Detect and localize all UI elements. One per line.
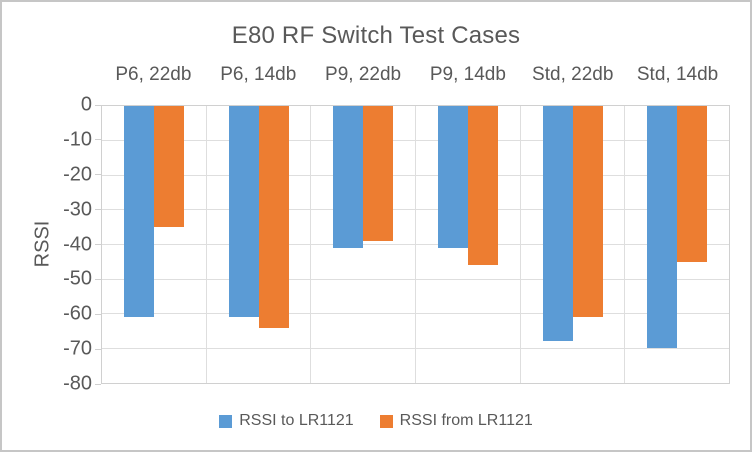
y-tick-mark xyxy=(95,313,101,315)
bar-rssi-to-lr1121-p6-22db xyxy=(123,106,154,318)
bar-rssi-from-lr1121-p6-14db xyxy=(258,106,289,328)
y-axis-tick-labels: 0 -10 -20 -30 -40 -50 -60 -70 -80 xyxy=(30,94,92,395)
bar-rssi-from-lr1121-p6-22db xyxy=(153,106,184,228)
bar-group-std-14db xyxy=(625,106,729,383)
y-tick-mark xyxy=(95,104,101,106)
y-tick-label: -10 xyxy=(63,128,92,151)
bar-rssi-to-lr1121-p9-22db xyxy=(333,106,364,248)
category-label-std-22db: Std, 22db xyxy=(532,64,614,85)
y-tick-label: -50 xyxy=(63,267,92,290)
legend-swatch-icon xyxy=(219,414,233,428)
y-tick-label: 0 xyxy=(80,93,92,116)
bar-rssi-from-lr1121-p9-22db xyxy=(363,106,394,242)
category-axis: P6, 22db P6, 14db P9, 22db P9, 14db Std, 22d… xyxy=(101,64,730,86)
legend-label: RSSI to LR1121 xyxy=(239,412,354,429)
legend-label: RSSI from LR1121 xyxy=(399,412,533,429)
bar-group-p6-14db xyxy=(207,106,312,383)
category-label-p6-22db: P6, 22db xyxy=(115,64,192,85)
bar-rssi-to-lr1121-p9-14db xyxy=(437,106,468,248)
bar-rssi-to-lr1121-std-22db xyxy=(542,106,573,342)
y-tick-label: -70 xyxy=(63,337,92,360)
y-tick-label: -20 xyxy=(63,163,92,186)
legend-item-rssi-to-lr1121: RSSI to LR1121 xyxy=(219,412,354,430)
y-tick-mark xyxy=(95,244,101,245)
y-tick-mark xyxy=(95,383,101,385)
bar-groups xyxy=(102,106,729,383)
bar-group-std-22db xyxy=(521,106,626,383)
y-tick-mark xyxy=(95,139,101,141)
category-label-std-14db: Std, 14db xyxy=(636,64,719,85)
y-tick-mark xyxy=(95,348,101,350)
legend-item-rssi-from-lr1121: RSSI from LR1121 xyxy=(379,412,533,430)
category-label-p6-14db: P6, 14db xyxy=(220,64,297,85)
legend: RSSI to LR1121 RSSI from LR1121 xyxy=(2,412,750,430)
y-tick-mark xyxy=(95,174,101,176)
legend-swatch-icon xyxy=(379,414,393,428)
y-axis-tick-marks xyxy=(95,104,101,385)
bar-group-p6-22db xyxy=(102,106,207,383)
bar-group-p9-22db xyxy=(311,106,417,383)
category-label-p9-22db: P9, 22db xyxy=(325,64,402,85)
y-tick-label: -40 xyxy=(63,233,92,255)
y-tick-mark xyxy=(95,209,101,211)
bar-rssi-from-lr1121-p9-14db xyxy=(467,106,498,266)
plot-area xyxy=(101,105,730,384)
bar-group-p9-14db xyxy=(416,106,521,383)
bar-rssi-from-lr1121-std-22db xyxy=(572,106,603,318)
bar-rssi-to-lr1121-std-14db xyxy=(647,106,678,349)
y-tick-label: -80 xyxy=(63,372,92,395)
category-label-p9-14db: P9, 14db xyxy=(429,64,506,85)
chart-title: E80 RF Switch Test Cases xyxy=(231,22,521,49)
bar-rssi-to-lr1121-p6-14db xyxy=(228,106,259,318)
y-tick-label: -30 xyxy=(63,198,92,221)
y-tick-label: -60 xyxy=(63,302,92,325)
y-tick-mark xyxy=(95,278,101,280)
bar-rssi-from-lr1121-std-14db xyxy=(677,106,708,262)
